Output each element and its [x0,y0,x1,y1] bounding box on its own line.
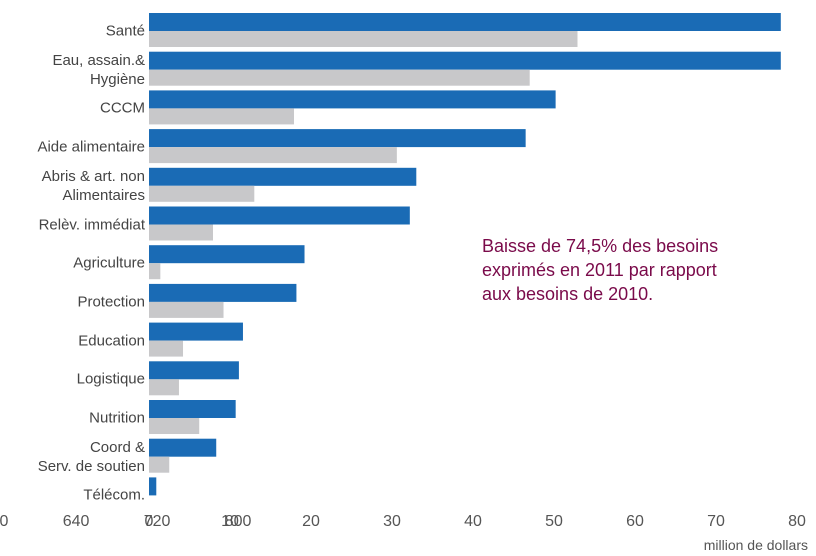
bar [149,379,179,396]
bar [149,340,184,357]
bar [149,31,578,47]
bar [149,69,530,86]
x2-tick-label: 720 [144,513,171,530]
bar [149,301,224,318]
bar [149,477,157,496]
bar [149,167,417,186]
bar [149,206,410,225]
category-label: Protection [77,293,145,311]
bar [149,224,213,241]
bar [149,51,781,70]
category-label: Education [78,332,145,350]
bar [149,418,200,434]
x-tick-label: 70 [707,513,725,530]
x-axis-label: million de dollars [703,537,808,553]
x2-tick-label: 560 [0,513,9,530]
category-label: Logistique [76,370,145,388]
category-label: Relèv. immédiat [38,216,145,233]
bar [149,245,305,264]
x2-tick-label: 800 [225,513,252,530]
bar [149,456,170,473]
category-label: Santé [105,22,145,40]
bar [149,263,161,280]
bar [149,438,217,457]
x-tick-label: 20 [302,513,320,530]
bar [149,361,239,380]
bar [149,13,781,31]
x2-tick-label: 640 [63,513,90,530]
category-label: Agriculture [73,254,145,272]
annotation: Baisse de 74,5% des besoins exprimés en … [482,236,719,304]
bar [149,185,255,202]
category-label: CCCM [100,99,145,117]
x-tick-label: 80 [788,513,806,530]
category-label: Nutrition [89,409,145,427]
bar [149,147,397,164]
x-tick-label: 0 [145,513,154,530]
bar [149,400,236,418]
category-label: Coord & Serv. de soutien [37,438,145,475]
category-label: Eau, assain.& Hygiène [52,51,145,88]
x-tick-label: 30 [383,513,401,530]
bar [149,322,243,341]
category-label: Aide alimentaire [37,138,145,156]
bar [149,108,294,125]
category-label: Télécom. [83,486,145,504]
x-tick-label: 60 [626,513,644,530]
x-tick-label: 40 [464,513,482,530]
bar [149,90,556,109]
category-label: Abris & art. non Alimentaires [41,167,145,204]
bar [149,129,526,148]
x-tick-label: 50 [545,513,563,530]
x-tick-label: 10 [221,513,239,530]
bar [149,283,297,302]
